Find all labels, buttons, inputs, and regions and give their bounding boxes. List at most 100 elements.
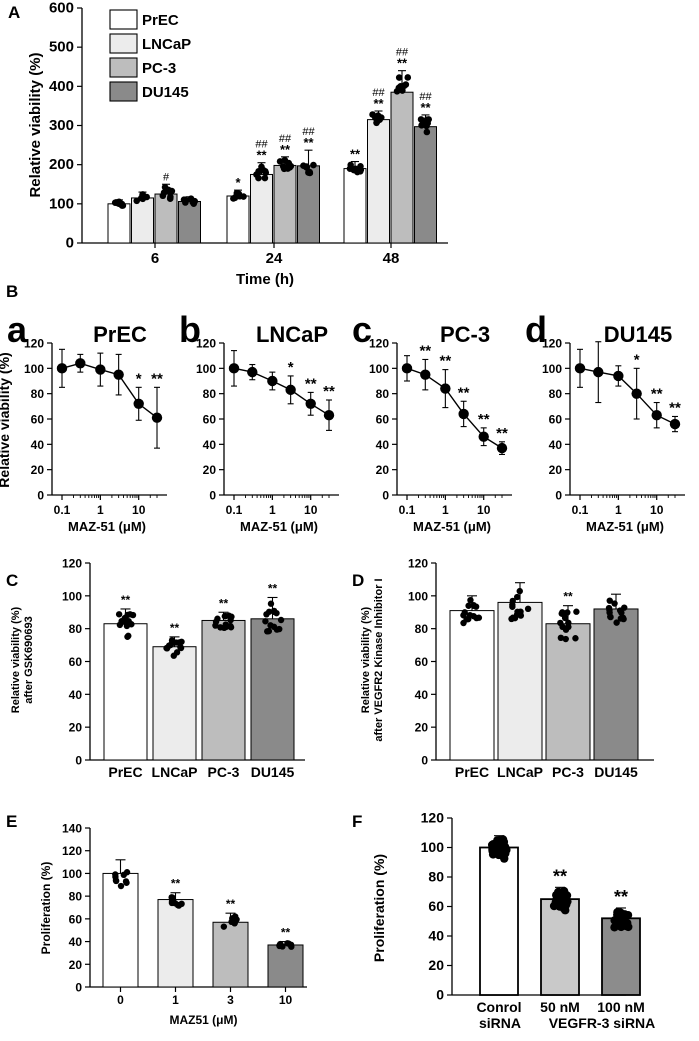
panel-E-x-tick-label: 10 xyxy=(279,993,293,1007)
panel-A-point xyxy=(159,192,167,200)
panel-Bd-y-tick-label: 0 xyxy=(555,489,562,503)
panel-E-y-tick-label: 0 xyxy=(75,981,82,995)
panel-A-y-tick-label: 100 xyxy=(49,195,74,212)
panel-D-point xyxy=(514,593,521,601)
panel-Ba-y-tick-label: 100 xyxy=(24,362,44,376)
panel-D-point xyxy=(620,615,627,623)
panel-Bb-point xyxy=(247,366,258,378)
panel-Bc-title: PC-3 xyxy=(440,322,490,347)
panel-C-point xyxy=(128,621,135,628)
panel-D-point xyxy=(607,613,614,620)
panel-C-y-tick-label: 100 xyxy=(62,589,82,603)
panel-C-significance: ** xyxy=(121,593,131,607)
panel-C-point xyxy=(276,625,283,633)
panel-F-point xyxy=(562,891,572,900)
panel-Bc-y-tick-label: 120 xyxy=(369,337,389,351)
panel-D-point xyxy=(558,610,565,617)
panel-Bb-point xyxy=(285,384,296,396)
panel-Ba-title: PrEC xyxy=(93,322,147,347)
panel-A-bar xyxy=(131,197,154,244)
panel-A-legend-label: PC-3 xyxy=(142,60,176,77)
panel-C-label: C xyxy=(6,571,18,590)
panel-Ba-y-tick-label: 120 xyxy=(24,337,44,351)
panel-Bd-point xyxy=(593,366,604,378)
panel-F-x-tick-label: 50 nM xyxy=(540,999,580,1015)
panel-F-point xyxy=(616,908,625,917)
panel-E-point xyxy=(117,882,125,890)
panel-A-bar xyxy=(107,203,131,244)
panel-A-y-tick-label: 500 xyxy=(49,39,74,56)
panel-A-point xyxy=(165,186,172,194)
panel-D-x-tick-label: LNCaP xyxy=(497,764,543,780)
panel-Bd-title: DU145 xyxy=(604,322,672,347)
panel-Bd-significance: * xyxy=(634,351,640,368)
panel-Bb-significance: ** xyxy=(323,383,335,400)
panel-Bb-x-tick-label: 0.1 xyxy=(226,503,243,517)
panel-A-x-tick-label: 48 xyxy=(383,250,400,267)
panel-Ba-point xyxy=(56,363,68,374)
panel-Bc-y-tick-label: 60 xyxy=(376,413,390,427)
panel-E-y-tick-label: 60 xyxy=(69,912,83,926)
panel-Ba-y-tick-label: 40 xyxy=(31,438,45,452)
panel-D-point xyxy=(509,614,517,621)
panel-A-point xyxy=(231,194,239,202)
panel-Bb-letter: b xyxy=(179,309,201,350)
panel-A-hash-mark: ## xyxy=(396,47,409,59)
panel-D-point xyxy=(465,615,472,623)
panel-Bb-point xyxy=(267,375,278,387)
panel-Bc-significance: ** xyxy=(478,411,490,428)
panel-C-point xyxy=(267,622,274,629)
panel-F-label: F xyxy=(352,812,362,831)
panel-Ba-point xyxy=(75,358,86,369)
panel-Ba-y-tick-label: 20 xyxy=(31,463,45,477)
panel-C-point xyxy=(125,632,132,640)
panel-C-point xyxy=(175,639,183,646)
panel-Bb-y-tick-label: 80 xyxy=(203,387,217,401)
panel-Ba-x-tick-label: 1 xyxy=(97,503,104,517)
panel-Ba-y-tick-label: 60 xyxy=(31,413,45,427)
panel-F-bar xyxy=(540,898,580,996)
panel-F-point xyxy=(612,917,621,926)
panel-Bb-significance: * xyxy=(288,359,294,376)
panel-E-point xyxy=(174,901,181,909)
panel-A-y-tick-label: 200 xyxy=(49,156,74,173)
panel-D-point xyxy=(565,619,572,626)
panel-Ba-x-tick-label: 10 xyxy=(132,503,146,517)
panel-D-point xyxy=(470,602,478,610)
panel-C-point xyxy=(265,627,273,635)
panel-A-significance: ** xyxy=(350,147,361,162)
panel-Bc-point xyxy=(458,408,469,420)
panel-Bd-y-tick-label: 80 xyxy=(549,387,563,401)
panel-F-x-tick-label: 100 nM xyxy=(597,999,644,1015)
panel-Ba-significance: ** xyxy=(151,370,163,387)
panel-Bb-point xyxy=(323,410,335,421)
panel-E-x-tick-label: 1 xyxy=(172,993,179,1007)
panel-Bd-point xyxy=(574,363,586,374)
panel-D-point xyxy=(606,597,613,604)
panel-E-point xyxy=(120,871,127,879)
panel-E-y-tick-label: 80 xyxy=(69,890,83,904)
panel-A-point xyxy=(138,194,145,202)
panel-D-y-label: Relative viability (%) xyxy=(360,606,372,713)
panel-A-point xyxy=(182,199,189,206)
panel-A-significance: ** xyxy=(420,100,431,115)
panel-A-legend-swatch xyxy=(109,81,138,102)
panel-A-point xyxy=(306,168,313,176)
panel-F-point xyxy=(624,922,633,932)
panel-E-point xyxy=(220,923,228,930)
panel-Bd-y-tick-label: 40 xyxy=(549,438,563,452)
panel-F-significance: ** xyxy=(553,866,567,886)
panel-Ba-letter: a xyxy=(7,309,28,350)
panel-Bb-y-tick-label: 120 xyxy=(196,337,216,351)
panel-A-legend-label: LNCaP xyxy=(142,36,191,53)
panel-A-bar xyxy=(343,168,367,244)
panel-B-label: B xyxy=(6,282,18,301)
panel-Bb-x-tick-label: 10 xyxy=(304,503,318,517)
panel-Bc-point xyxy=(478,431,489,442)
panel-C-y-tick-label: 80 xyxy=(69,622,83,636)
panel-C-point xyxy=(227,622,234,630)
panel-Bd-point xyxy=(651,410,662,421)
panel-C-significance: ** xyxy=(170,621,180,635)
panel-A-hash-mark: # xyxy=(163,171,170,183)
panel-D-y-tick-label: 60 xyxy=(415,655,429,669)
